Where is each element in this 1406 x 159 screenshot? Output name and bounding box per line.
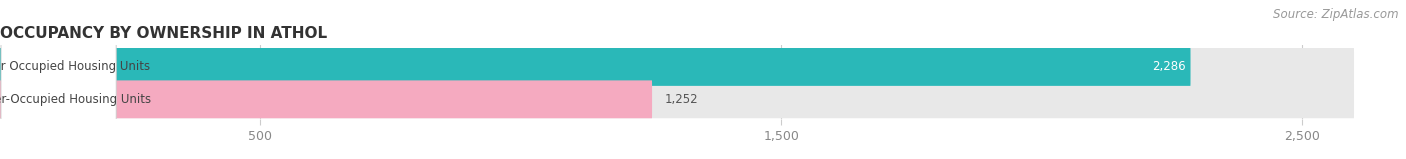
Text: 2,286: 2,286 <box>1153 60 1187 73</box>
Text: 1,252: 1,252 <box>665 93 699 106</box>
Text: Source: ZipAtlas.com: Source: ZipAtlas.com <box>1274 8 1399 21</box>
Text: OCCUPANCY BY OWNERSHIP IN ATHOL: OCCUPANCY BY OWNERSHIP IN ATHOL <box>0 26 328 41</box>
FancyBboxPatch shape <box>0 80 1354 118</box>
Text: Renter-Occupied Housing Units: Renter-Occupied Housing Units <box>0 93 150 106</box>
FancyBboxPatch shape <box>0 48 1354 86</box>
FancyBboxPatch shape <box>1 0 117 159</box>
FancyBboxPatch shape <box>0 80 652 118</box>
FancyBboxPatch shape <box>0 48 1191 86</box>
Text: Owner Occupied Housing Units: Owner Occupied Housing Units <box>0 60 150 73</box>
FancyBboxPatch shape <box>1 0 117 159</box>
